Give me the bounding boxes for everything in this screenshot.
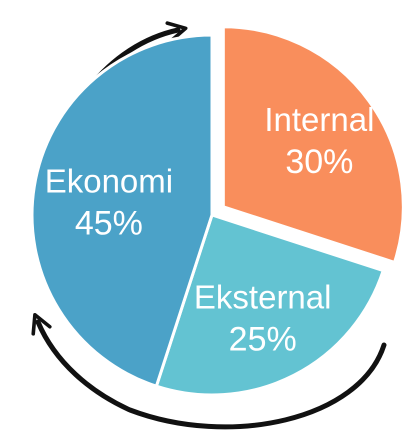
pie-slice-internal — [221, 25, 405, 264]
pie-slice-ekonomi — [30, 33, 214, 388]
slice-value-eksternal: 25% — [229, 320, 297, 358]
slice-label-internal: Internal — [264, 101, 374, 138]
pie-labels: Internal 30% Eksternal 25% Ekonomi 45% — [45, 101, 375, 359]
pie-slices — [30, 25, 405, 397]
pie-slice-eksternal — [154, 213, 385, 397]
slice-label-eksternal: Eksternal — [194, 278, 332, 315]
cycle-arrow-bottom — [31, 312, 387, 430]
slice-value-internal: 30% — [285, 143, 353, 181]
slice-label-ekonomi: Ekonomi — [45, 163, 173, 200]
slice-value-ekonomi: 45% — [75, 205, 143, 243]
